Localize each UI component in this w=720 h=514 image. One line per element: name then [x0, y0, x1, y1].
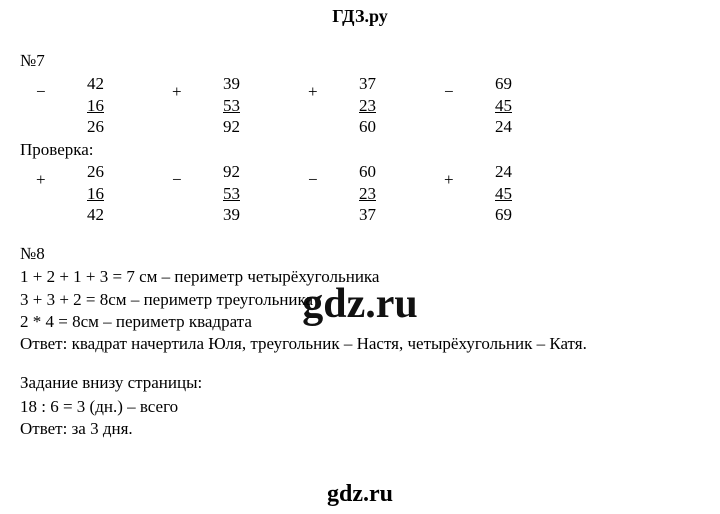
p8-line: Ответ: квадрат начертила Юля, треугольни…	[20, 333, 700, 354]
op-sign: +	[172, 81, 182, 102]
result: 69	[458, 204, 514, 225]
operand-top: 24	[458, 161, 514, 182]
operand-bottom: 23	[322, 183, 378, 204]
operand-bottom: 53	[186, 183, 242, 204]
p8-line: 1 + 2 + 1 + 3 = 7 см – периметр четырёху…	[20, 266, 700, 287]
operand-top: 92	[186, 161, 242, 182]
operand-bottom: 16	[50, 95, 106, 116]
operand-bottom: 53	[186, 95, 242, 116]
col-op: + 24 45 69	[458, 161, 514, 225]
result: 39	[186, 204, 242, 225]
operand-top: 37	[322, 73, 378, 94]
op-sign: −	[444, 81, 454, 102]
operand-top: 26	[50, 161, 106, 182]
result: 37	[322, 204, 378, 225]
bottom-line: Ответ: за 3 дня.	[20, 418, 700, 439]
check-label: Проверка:	[20, 139, 700, 160]
result: 92	[186, 116, 242, 137]
result: 42	[50, 204, 106, 225]
result: 26	[50, 116, 106, 137]
problem-7-label: №7	[20, 50, 700, 71]
operand-bottom: 23	[322, 95, 378, 116]
p8-line: 2 * 4 = 8см – периметр квадрата	[20, 311, 700, 332]
op-sign: −	[172, 169, 182, 190]
arith-row-2: + 26 16 42 − 92 53 39 − 60 23 37 + 24 45	[20, 161, 700, 225]
site-footer: gdz.ru	[0, 481, 720, 508]
operand-bottom: 16	[50, 183, 106, 204]
bottom-task-label: Задание внизу страницы:	[20, 372, 700, 393]
col-op: − 60 23 37	[322, 161, 378, 225]
operand-top: 39	[186, 73, 242, 94]
operand-top: 69	[458, 73, 514, 94]
result: 24	[458, 116, 514, 137]
col-op: + 26 16 42	[50, 161, 106, 225]
operand-top: 60	[322, 161, 378, 182]
content-area: №7 − 42 16 26 + 39 53 92 + 37 23 60 −	[20, 44, 700, 440]
result: 60	[322, 116, 378, 137]
op-sign: +	[444, 169, 454, 190]
p8-line: 3 + 3 + 2 = 8см – периметр треугольника	[20, 289, 700, 310]
problem-8-label: №8	[20, 243, 700, 264]
operand-bottom: 45	[458, 95, 514, 116]
op-sign: +	[36, 169, 46, 190]
col-op: + 37 23 60	[322, 73, 378, 137]
op-sign: −	[308, 169, 318, 190]
arith-row-1: − 42 16 26 + 39 53 92 + 37 23 60 − 69 45	[20, 73, 700, 137]
col-op: − 69 45 24	[458, 73, 514, 137]
site-header: ГДЗ.ру	[0, 6, 720, 27]
operand-top: 42	[50, 73, 106, 94]
col-op: + 39 53 92	[186, 73, 242, 137]
op-sign: −	[36, 81, 46, 102]
col-op: − 92 53 39	[186, 161, 242, 225]
operand-bottom: 45	[458, 183, 514, 204]
col-op: − 42 16 26	[50, 73, 106, 137]
op-sign: +	[308, 81, 318, 102]
bottom-line: 18 : 6 = 3 (дн.) – всего	[20, 396, 700, 417]
